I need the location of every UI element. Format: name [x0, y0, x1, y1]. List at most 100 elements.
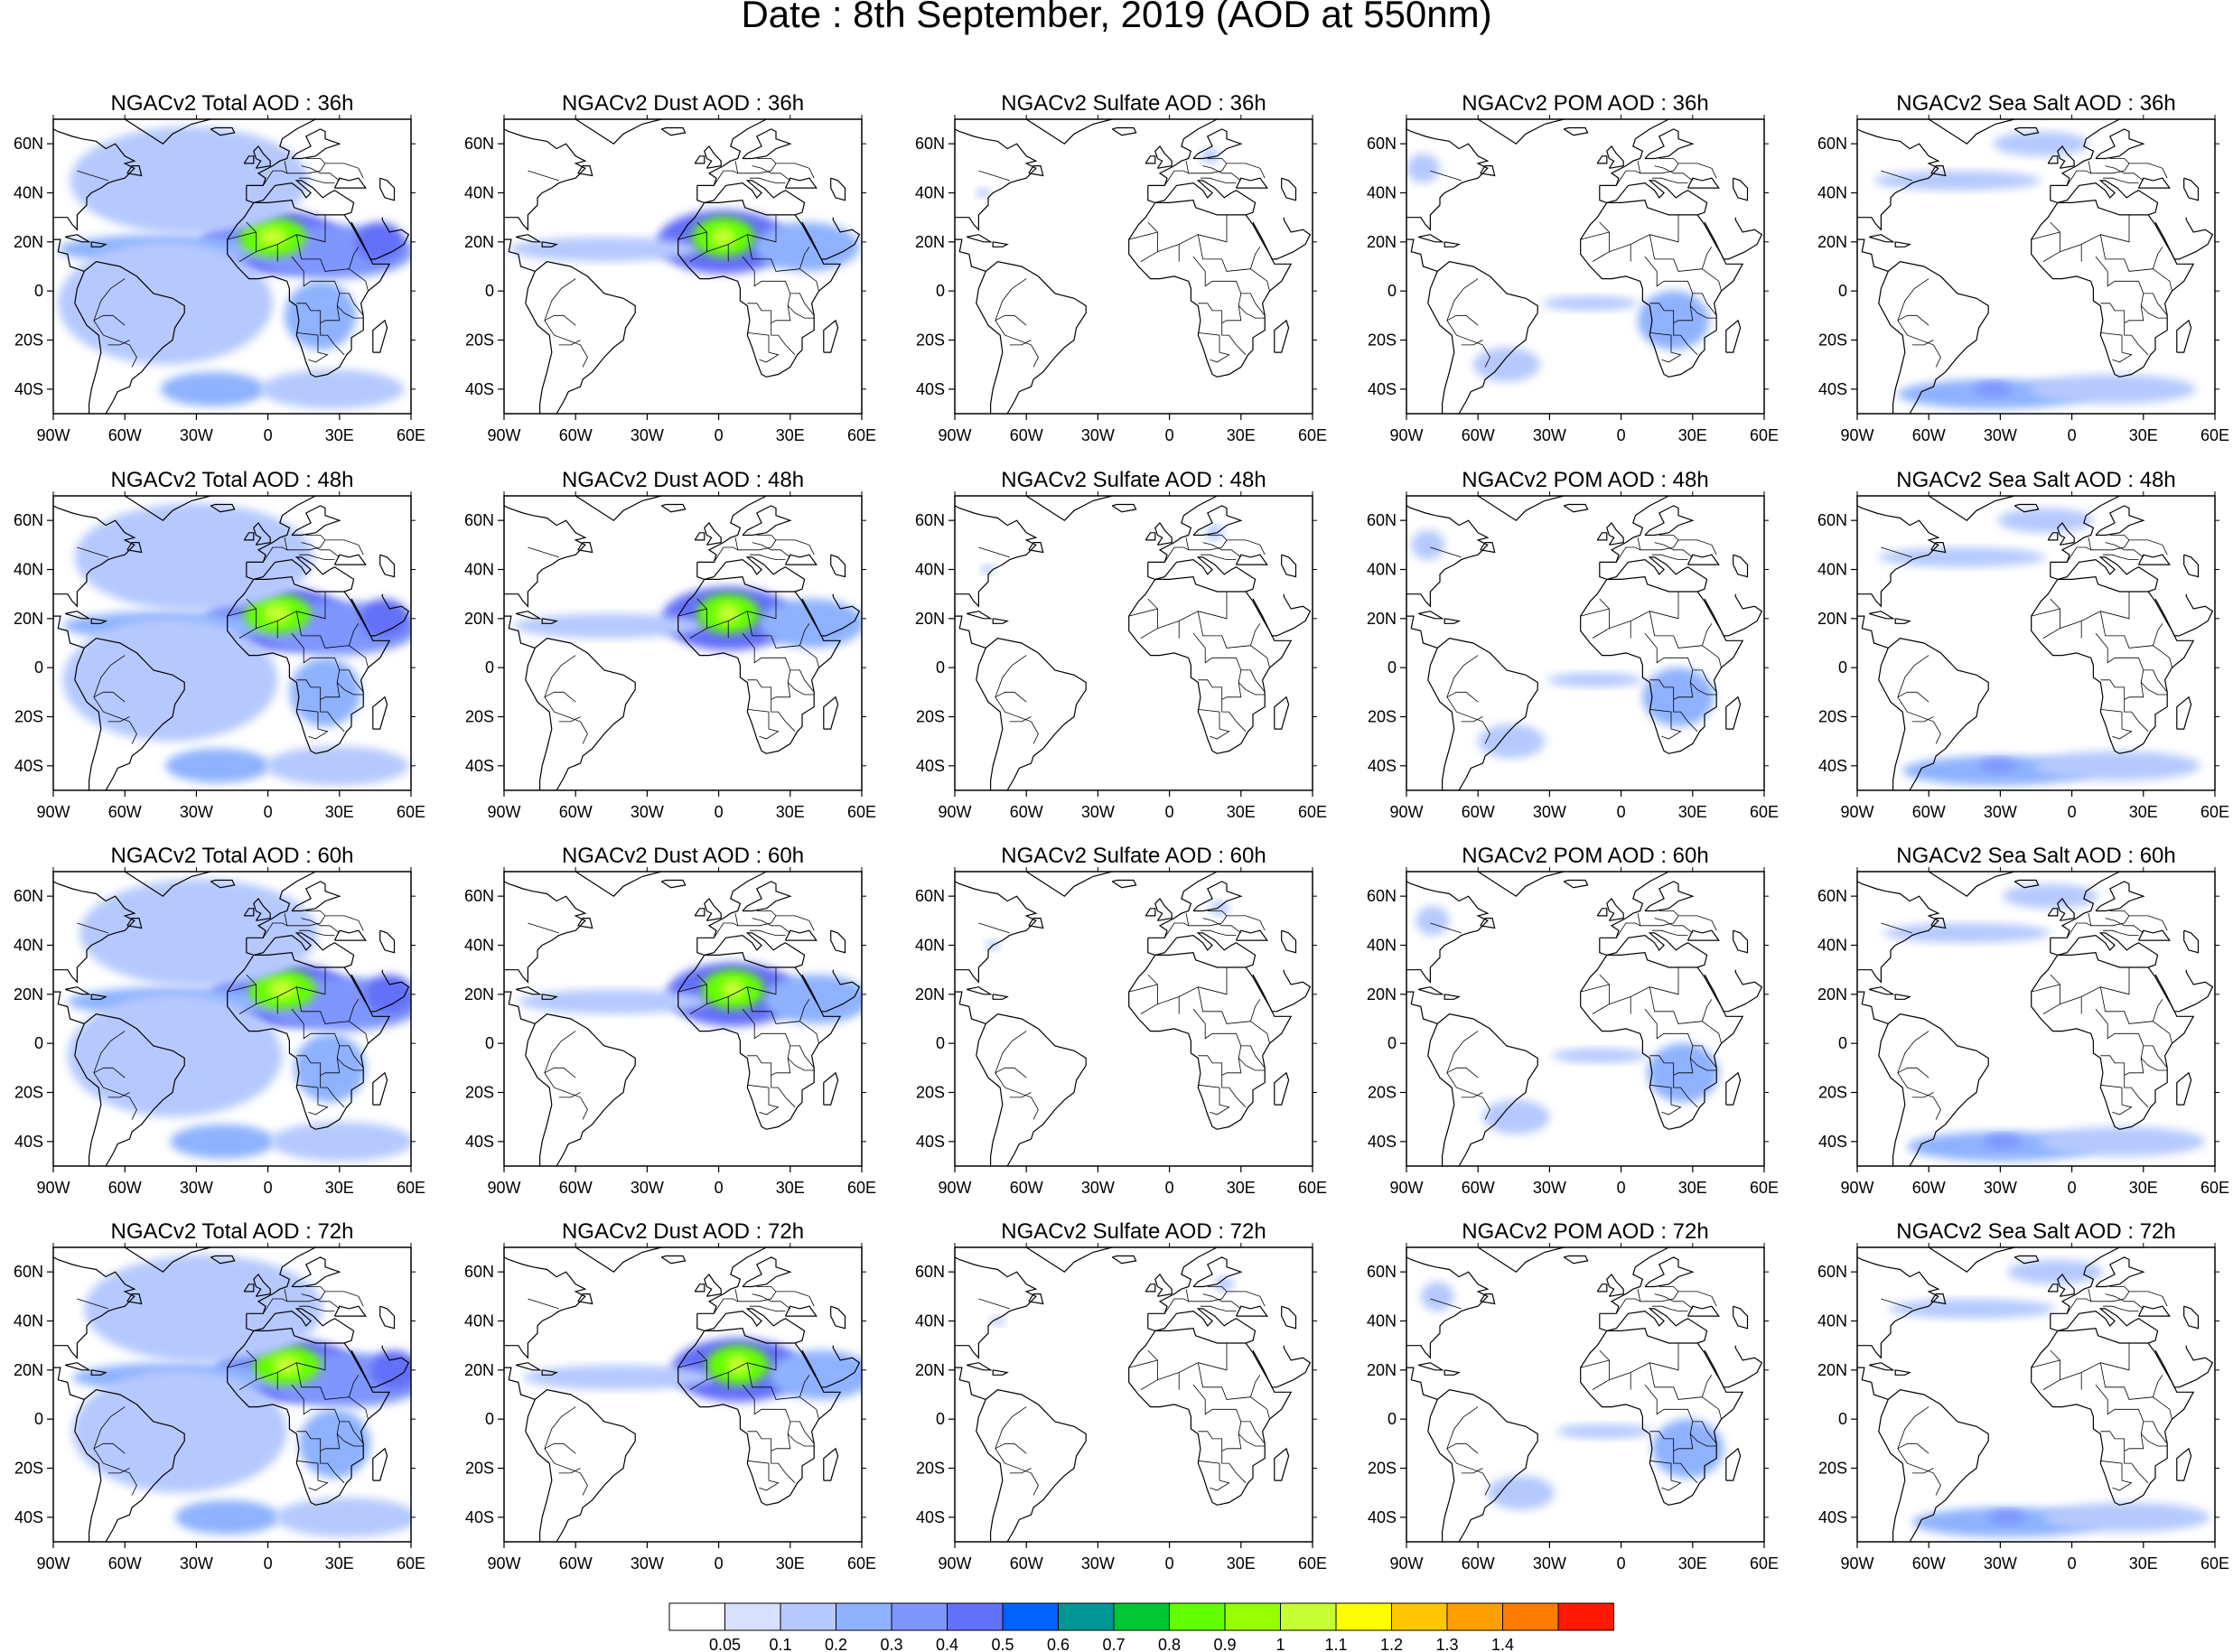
coastline — [1154, 1273, 1173, 1297]
country-border — [1599, 1349, 1610, 1361]
coastline — [1599, 180, 1708, 216]
country-border — [799, 1396, 819, 1420]
country-border — [349, 268, 369, 292]
coastline — [1930, 1293, 1947, 1305]
lat-tick-label: 60N — [1817, 511, 1847, 529]
country-border — [301, 542, 341, 558]
aod-blob — [769, 1350, 862, 1400]
coastline — [74, 1399, 102, 1542]
aod-blob — [1556, 1423, 1652, 1439]
country-border — [756, 158, 777, 164]
country-border — [528, 170, 559, 182]
coastline — [1580, 200, 1744, 378]
map-frame — [1856, 871, 2216, 1167]
country-border — [238, 628, 257, 639]
lon-tick-label: 90W — [1840, 803, 1873, 821]
aod-blob — [265, 746, 409, 786]
lon-tick-label: 30E — [2129, 1554, 2158, 1573]
country-border — [1592, 1003, 1610, 1014]
aod-blob — [365, 975, 411, 1014]
country-border — [2102, 929, 2139, 936]
country-border — [1649, 332, 1682, 363]
coastline — [246, 496, 340, 564]
coastline — [2013, 503, 2040, 513]
lon-tick-label: 90W — [36, 1554, 70, 1573]
coastline — [1406, 128, 1490, 231]
country-border — [238, 1003, 257, 1014]
country-border — [749, 1305, 786, 1311]
lon-tick-label: 30E — [1227, 426, 1256, 444]
country-border — [1689, 1433, 1717, 1447]
coastline — [823, 1447, 839, 1481]
aod-blob — [1542, 295, 1639, 311]
panel-pom-r1: NGACv2 POM AOD : 36h 90W 60W 30W 0 30E 60E 60N 4… — [1367, 91, 1779, 444]
coastline — [1145, 532, 1156, 541]
country-border — [1240, 1045, 1266, 1069]
aod-blob — [58, 241, 273, 365]
lon-tick-label: 30E — [325, 426, 354, 444]
country-border — [747, 679, 772, 700]
country-border — [746, 611, 810, 649]
country-border — [1202, 542, 1242, 558]
coastline — [1596, 532, 1608, 541]
country-border — [2109, 1286, 2130, 1293]
coastline — [1878, 648, 1906, 790]
coastline — [2050, 932, 2159, 968]
country-border — [2109, 535, 2130, 541]
coastline — [1111, 879, 1137, 889]
coastline — [696, 1308, 806, 1344]
colorbar-swatch — [1169, 1602, 1226, 1631]
map-frame — [1856, 1246, 2216, 1543]
lat-tick-label: 20S — [1368, 1084, 1397, 1102]
country-border — [1200, 554, 1237, 560]
lon-tick-label: 60W — [1010, 1554, 1043, 1573]
lat-tick-label: 40S — [14, 757, 43, 775]
coastline — [333, 554, 367, 565]
lon-tick-label: 60E — [1298, 1554, 1327, 1573]
coastline — [1406, 217, 1438, 272]
lat-tick-label: 60N — [1367, 887, 1397, 905]
lon-tick-label: 90W — [1840, 1179, 1873, 1197]
country-border — [1881, 170, 1912, 182]
lat-tick-label: 20S — [1368, 1460, 1397, 1478]
coastline — [1644, 881, 1695, 912]
coastline — [74, 1023, 102, 1166]
lat-tick-label: 20N — [1367, 233, 1397, 251]
coastline — [504, 969, 536, 1024]
lat-tick-label: 0 — [936, 1410, 945, 1428]
aod-blob — [754, 222, 860, 272]
coastline — [253, 897, 271, 921]
coastline — [1733, 1305, 1749, 1330]
country-border — [1198, 679, 1223, 700]
coastline — [1563, 126, 1589, 136]
lon-tick-label: 90W — [938, 803, 971, 821]
lat-tick-label: 20N — [464, 233, 494, 251]
country-border — [2031, 592, 2130, 630]
country-border — [544, 314, 576, 326]
map-frame — [1406, 118, 1765, 415]
lon-tick-label: 60W — [1010, 426, 1043, 444]
colorbar-swatch — [668, 1602, 725, 1631]
coastline — [1580, 1328, 1744, 1506]
map-frame — [52, 118, 412, 415]
country-border — [1649, 611, 1713, 649]
country-border — [2042, 251, 2060, 262]
panel-title: NGACv2 Total AOD : 60h — [110, 844, 353, 868]
country-border — [737, 1291, 815, 1307]
lat-tick-label: 40S — [465, 380, 494, 398]
coastline — [1869, 234, 1895, 243]
country-border — [77, 922, 108, 934]
lat-tick-label: 40S — [1818, 1133, 1847, 1151]
coastline — [1147, 496, 1241, 564]
country-border — [1207, 1286, 1228, 1293]
aod-blob — [1978, 758, 2017, 773]
lat-tick-label: 60N — [14, 887, 43, 905]
country-border — [295, 234, 360, 272]
country-border — [1140, 628, 1158, 639]
coastline — [333, 177, 367, 189]
coastline — [350, 593, 410, 637]
colorbar-swatch — [1280, 1602, 1337, 1631]
coastline — [955, 128, 1038, 231]
lat-tick-label: 60N — [464, 511, 494, 529]
lon-tick-label: 0 — [1617, 803, 1626, 821]
